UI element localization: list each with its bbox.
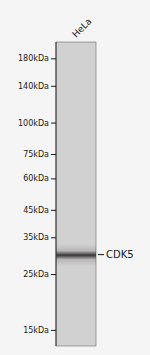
y-tick-label: 60kDa	[23, 174, 49, 183]
y-tick	[51, 210, 56, 211]
y-tick	[51, 274, 56, 275]
y-tick-label: 35kDa	[23, 233, 49, 242]
bands	[56, 244, 96, 266]
y-tick	[51, 86, 56, 87]
y-tick	[51, 237, 56, 238]
y-tick-label: 100kDa	[18, 119, 49, 128]
y-tick	[51, 330, 56, 331]
y-tick-label: 140kDa	[18, 82, 49, 91]
chart: 180kDa 140kDa 100kDa 75kDa 60kDa 45kDa 35kDa 25…	[0, 0, 150, 355]
y-tick-label: 25kDa	[23, 270, 49, 279]
y-tick-label: 180kDa	[18, 54, 49, 63]
y-tick-label: 45kDa	[23, 206, 49, 215]
y-tick-label: 75kDa	[23, 150, 49, 159]
y-tick-label: 15kDa	[23, 326, 49, 335]
y-tick	[51, 154, 56, 155]
lane	[56, 42, 96, 346]
y-tick	[51, 123, 56, 124]
y-axis-line	[56, 42, 57, 346]
y-tick	[51, 178, 56, 179]
band-label: CDK5	[106, 249, 134, 260]
y-tick	[51, 58, 56, 59]
band	[56, 244, 96, 266]
lane-label: HeLa	[70, 16, 93, 39]
band-pointer	[98, 254, 104, 255]
